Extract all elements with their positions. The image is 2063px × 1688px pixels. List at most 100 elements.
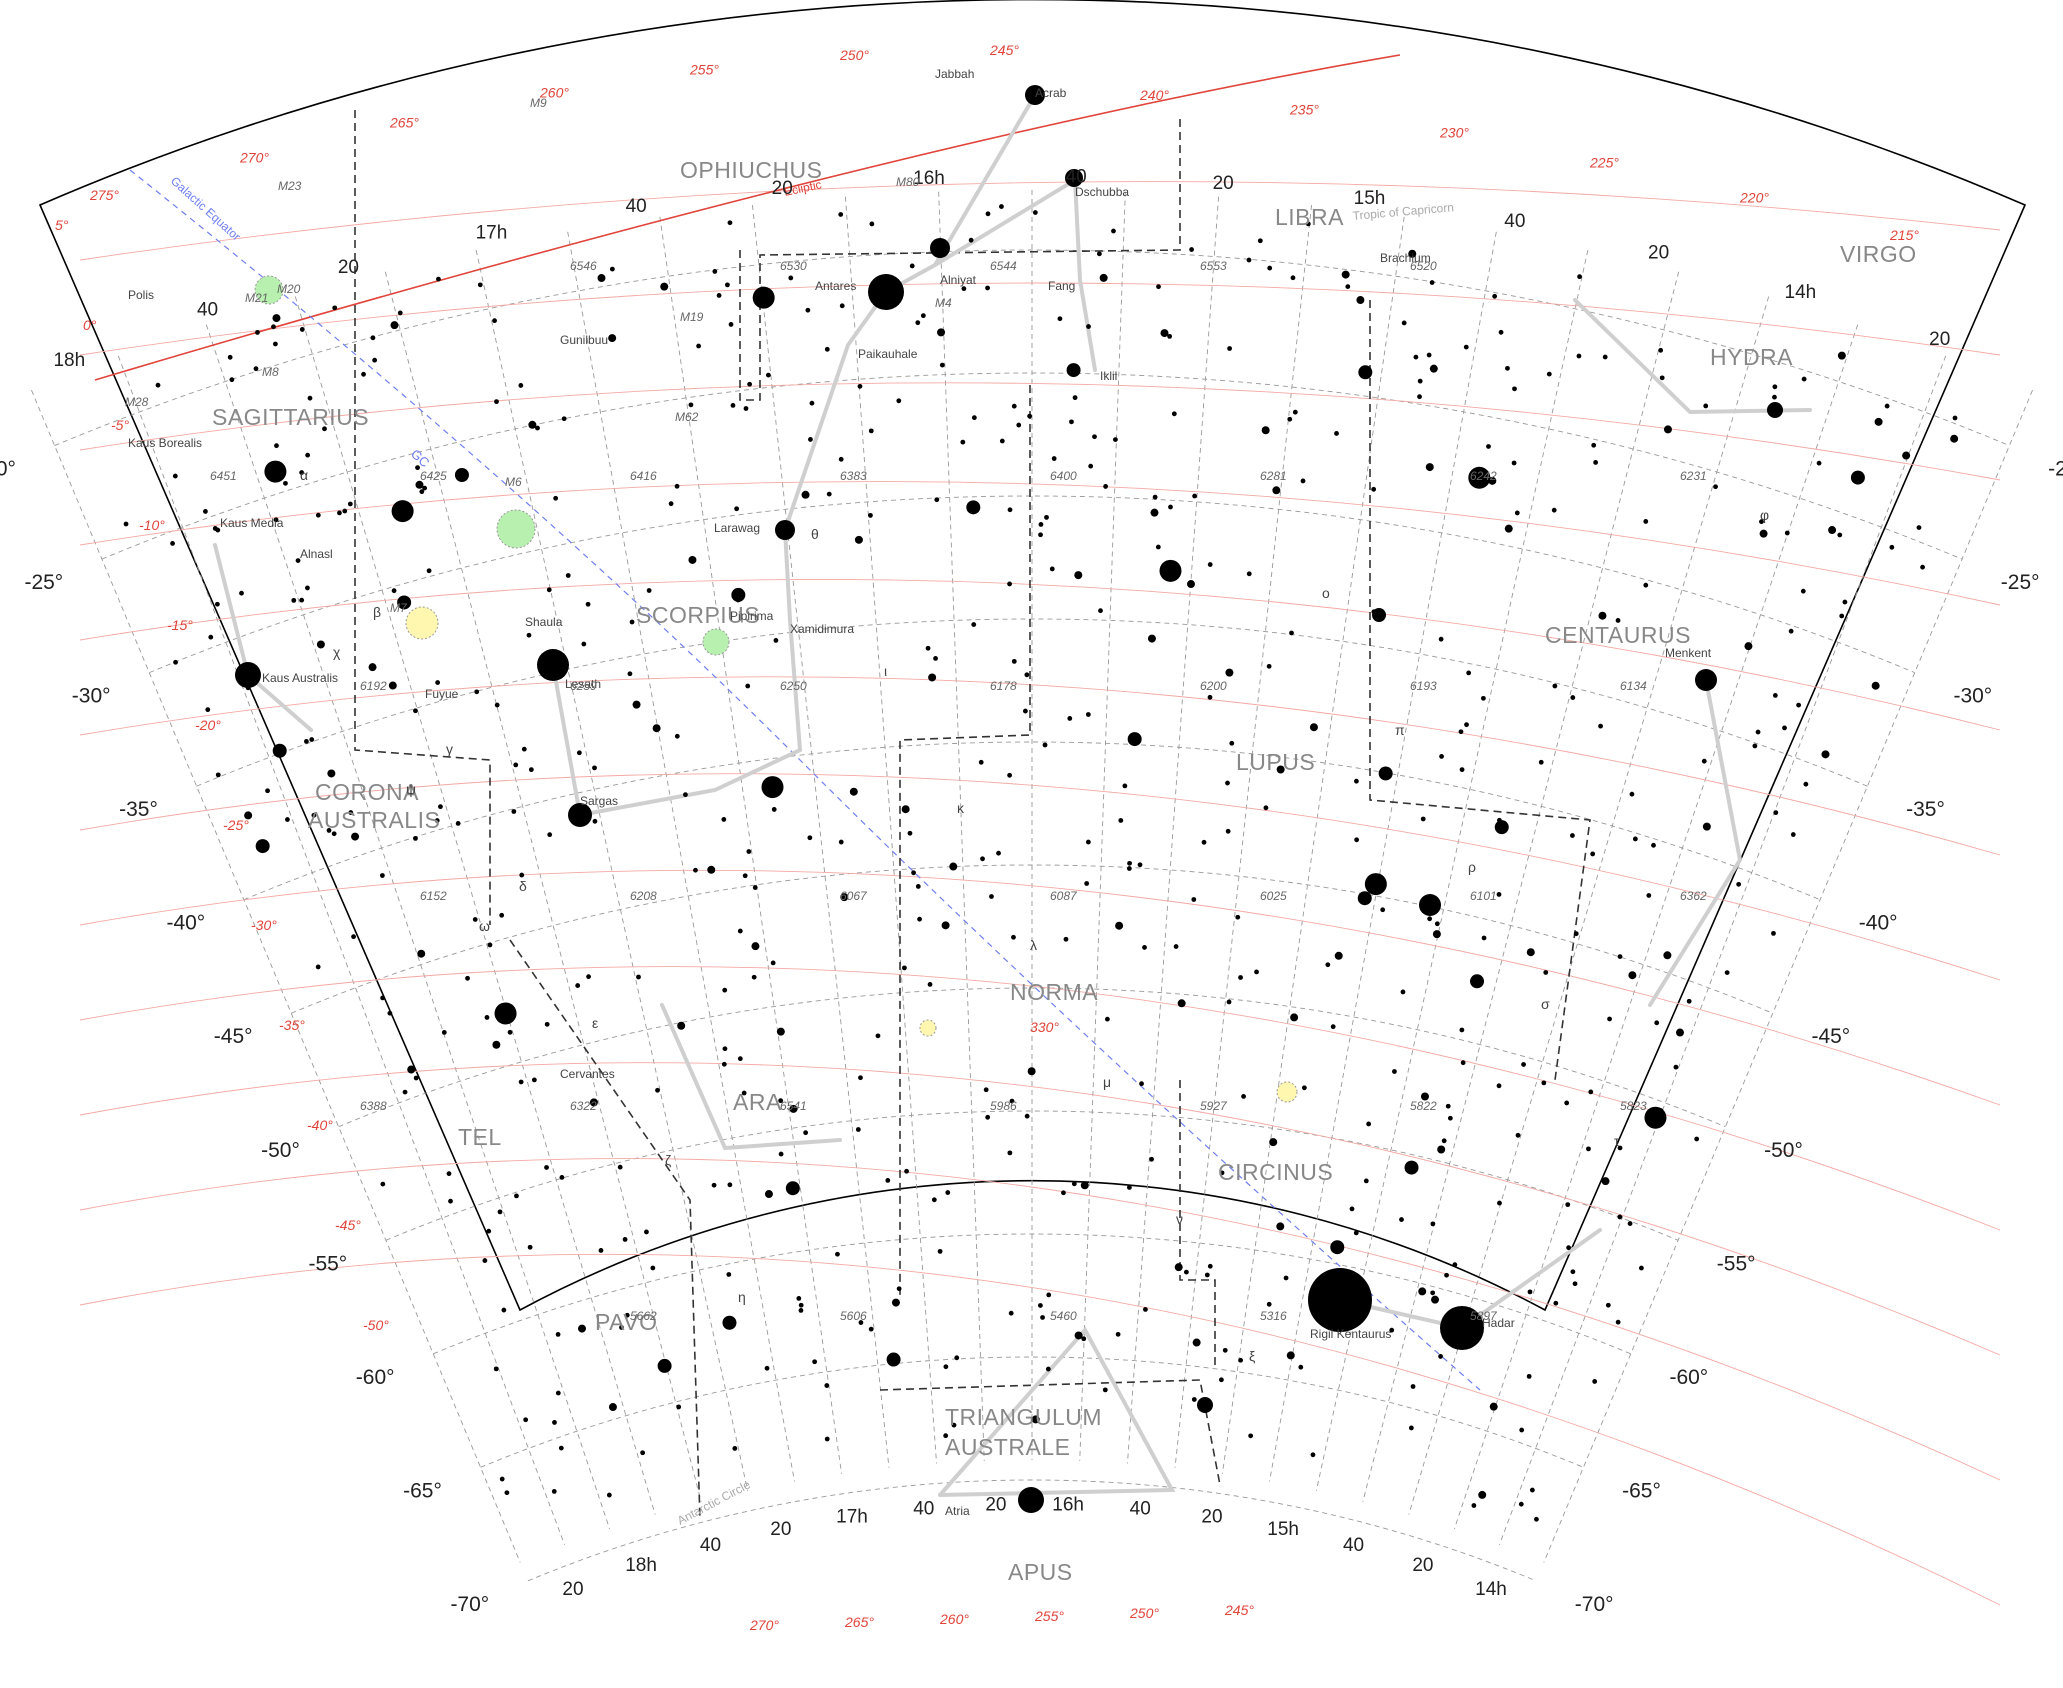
- star: [474, 689, 480, 695]
- star: [1229, 740, 1235, 746]
- star: [1839, 613, 1845, 619]
- star: [909, 263, 915, 269]
- star: [741, 1090, 747, 1096]
- star: [1219, 1170, 1225, 1176]
- ecliptic-latitude-line: [79, 1062, 2001, 1356]
- star: [1051, 456, 1057, 461]
- star: [1459, 1027, 1465, 1033]
- star-name-label: Gunilbuu: [560, 333, 608, 347]
- star: [1452, 1262, 1458, 1268]
- star-name-label: Menkent: [1665, 646, 1712, 660]
- star: [1713, 484, 1718, 490]
- star-name-label: Hadar: [1482, 1316, 1515, 1330]
- star: [960, 439, 966, 445]
- star: [911, 870, 916, 876]
- star: [1736, 881, 1742, 887]
- line-labels: Ecliptic Galactic Equator Tropic of Capr…: [168, 174, 1454, 1528]
- star: [636, 974, 641, 980]
- dec-label-right: -45°: [1811, 1025, 1850, 1048]
- star: [504, 1490, 510, 1496]
- star: [271, 324, 276, 330]
- star: [743, 406, 749, 411]
- star: [858, 1075, 863, 1081]
- star: [575, 983, 581, 988]
- star: [1204, 1272, 1210, 1278]
- star: [1439, 753, 1444, 759]
- star: [1629, 791, 1635, 797]
- star: [1564, 1100, 1570, 1106]
- star: [1432, 930, 1441, 939]
- greek-star-label: ψ: [406, 781, 416, 797]
- star: [1837, 532, 1843, 538]
- star: [838, 456, 844, 462]
- bright-star: [1695, 669, 1717, 691]
- star: [501, 1307, 507, 1313]
- star: [622, 1237, 628, 1242]
- star: [581, 641, 587, 647]
- star-name-label: Kaus Media: [220, 516, 284, 530]
- star: [925, 645, 931, 651]
- star: [494, 702, 500, 708]
- star: [1246, 571, 1252, 577]
- star: [1586, 1146, 1591, 1152]
- star: [1759, 529, 1768, 538]
- ra-line: [117, 355, 566, 1545]
- ra-line: [31, 390, 521, 1563]
- star: [388, 681, 397, 690]
- star: [999, 204, 1004, 209]
- star: [299, 597, 305, 603]
- star: [751, 942, 760, 951]
- label-scorpius: SCORPIUS: [636, 602, 760, 628]
- star: [1463, 344, 1469, 350]
- star: [494, 1002, 517, 1025]
- star: [1572, 1281, 1578, 1287]
- star: [1663, 951, 1672, 960]
- star: [1115, 1331, 1121, 1337]
- star: [1752, 743, 1758, 749]
- star-name-labels: Antares Alniyat Jabbah Acrab Dschubba Fang Pai…: [128, 67, 1712, 1518]
- star: [1551, 507, 1557, 513]
- star: [497, 1209, 503, 1215]
- label-corona: CORONA: [315, 779, 419, 805]
- star: [1598, 723, 1603, 729]
- star: [1496, 1083, 1502, 1089]
- star: [1871, 681, 1880, 690]
- star: [446, 1171, 452, 1177]
- star: [1447, 1115, 1453, 1121]
- star: [1102, 1387, 1108, 1393]
- star: [937, 328, 946, 337]
- star: [1103, 484, 1109, 489]
- star: [272, 341, 278, 347]
- star: [751, 974, 757, 980]
- star: [1222, 1347, 1228, 1353]
- dec-labels: -20° -25° -30° -35° -40° -45° -50° -55° -60° -65°…: [0, 458, 2063, 1616]
- star: [1519, 1427, 1525, 1433]
- star: [518, 383, 524, 388]
- star: [1632, 836, 1638, 842]
- star: [1080, 1181, 1089, 1190]
- star: [891, 1298, 900, 1307]
- star: [868, 1326, 874, 1332]
- star: [1287, 416, 1293, 422]
- star: [1772, 692, 1778, 698]
- star: [1007, 507, 1013, 513]
- ecliptic-latitude-label: -35°: [279, 1017, 305, 1033]
- star: [734, 506, 740, 512]
- star: [513, 762, 519, 768]
- star: [332, 305, 338, 311]
- label-virgo: VIRGO: [1840, 241, 1917, 267]
- ngc-label: 5927: [1200, 1099, 1228, 1113]
- star: [1085, 839, 1091, 845]
- star: [1952, 415, 1958, 421]
- greek-star-label: ρ: [1468, 859, 1476, 875]
- star: [315, 964, 321, 970]
- star: [1546, 371, 1552, 377]
- star: [996, 850, 1001, 856]
- star-name-label: Shaula: [525, 615, 563, 629]
- dec-label-left: -30°: [72, 685, 111, 708]
- galactic-longitude-label: 330°: [1030, 1019, 1059, 1035]
- star: [619, 1325, 624, 1330]
- star: [1686, 998, 1692, 1004]
- star: [255, 839, 270, 854]
- star-name-label: Atria: [945, 1504, 970, 1518]
